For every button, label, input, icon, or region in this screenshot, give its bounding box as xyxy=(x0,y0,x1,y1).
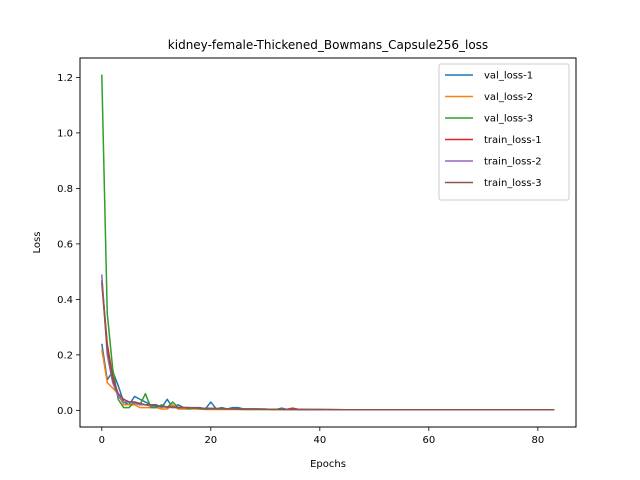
legend-label-train_loss-3: train_loss-3 xyxy=(484,178,542,189)
y-axis-label: Loss xyxy=(32,232,43,254)
x-tick-label: 0 xyxy=(99,435,105,446)
series-line-train_loss-3 xyxy=(101,282,555,411)
y-tick-label: 0.0 xyxy=(57,406,73,417)
y-axis: 0.0 0.2 0.4 0.6 0.8 1.0 1.2 xyxy=(57,73,80,417)
y-tick-label: 0.2 xyxy=(57,350,73,361)
y-tick-label: 0.4 xyxy=(57,295,73,306)
y-tick-label: 1.2 xyxy=(57,73,73,84)
x-axis-label: Epochs xyxy=(310,459,346,470)
x-tick-label: 80 xyxy=(531,435,544,446)
x-tick-label: 20 xyxy=(204,435,217,446)
legend: val_loss-1 val_loss-2 val_loss-3 train_loss… xyxy=(438,63,570,201)
legend-label-train_loss-1: train_loss-1 xyxy=(484,135,542,146)
chart-title: kidney-female-Thickened_Bowmans_Capsule2… xyxy=(168,38,488,52)
x-tick-label: 40 xyxy=(313,435,326,446)
legend-label-val_loss-2: val_loss-2 xyxy=(484,92,533,103)
y-tick-label: 0.6 xyxy=(57,239,73,250)
legend-label-val_loss-3: val_loss-3 xyxy=(484,114,533,125)
legend-label-train_loss-2: train_loss-2 xyxy=(484,157,542,168)
legend-box xyxy=(438,63,570,201)
x-tick-label: 60 xyxy=(422,435,435,446)
plot-frame xyxy=(79,57,577,428)
x-axis: 0 20 40 60 80 xyxy=(99,427,544,446)
plot-lines xyxy=(101,74,555,411)
y-tick-label: 0.8 xyxy=(57,184,73,195)
y-tick-label: 1.0 xyxy=(57,128,73,139)
legend-label-val_loss-1: val_loss-1 xyxy=(484,71,533,82)
